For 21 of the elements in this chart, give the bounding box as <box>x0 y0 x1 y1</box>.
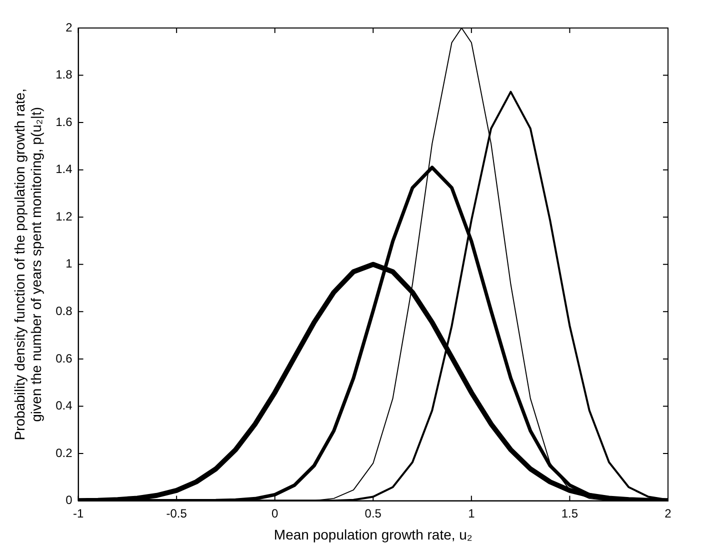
x-tick-label: 1.5 <box>561 506 578 520</box>
y-tick-label: 1.4 <box>56 162 73 176</box>
x-axis-title: Mean population growth rate, u₂ <box>274 526 472 542</box>
y-tick-label: 2 <box>66 20 73 34</box>
y-tick-label: 0.2 <box>56 446 73 460</box>
y-tick-label: 0.4 <box>56 398 73 413</box>
y-tick-label: 1.8 <box>56 68 73 82</box>
x-tick-label: 1 <box>468 506 476 520</box>
y-tick-label: 1.6 <box>56 114 73 129</box>
text: Probability density function of the population growth rate, <box>11 88 28 440</box>
y-tick-label: 0 <box>66 493 73 508</box>
x-tick-label: 2 <box>664 506 672 520</box>
text: given the number of years spent monitoring, p(u₂|t) <box>28 106 44 422</box>
y-tick-label: 0.8 <box>56 304 73 318</box>
y-tick-label: 1.2 <box>56 209 73 224</box>
x-tick-label: -1 <box>72 506 84 520</box>
y-tick-label: 0.6 <box>56 351 73 366</box>
x-tick-label: -0.5 <box>166 506 188 520</box>
y-tick-label: 1 <box>66 256 73 271</box>
x-tick-label: 0 <box>272 506 279 520</box>
x-tick-label: 0.5 <box>364 506 382 520</box>
